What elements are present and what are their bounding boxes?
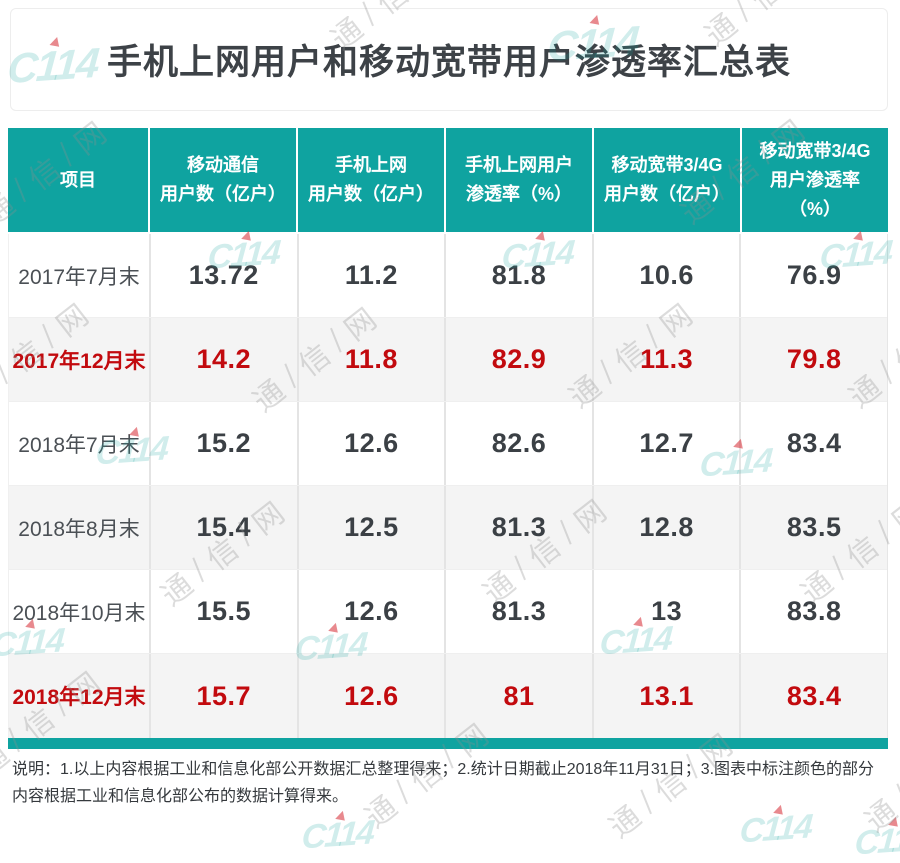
cell-value: 12.7 [594, 402, 740, 485]
logo-accent-icon [335, 810, 347, 821]
cell-value: 10.6 [594, 234, 740, 317]
cell-value: 83.5 [741, 486, 887, 569]
cell-value: 15.2 [151, 402, 297, 485]
divider-bar [8, 738, 888, 749]
row-label: 2018年7月末 [9, 402, 149, 485]
c114-logo-text: C114 [853, 820, 900, 863]
row-label: 2017年7月末 [9, 234, 149, 317]
column-header: 项目 [8, 128, 148, 232]
cell-value: 12.5 [299, 486, 445, 569]
c114-logo-text: C114 [300, 814, 374, 858]
cell-value: 14.2 [151, 318, 297, 401]
cell-value: 13 [594, 570, 740, 653]
row-label: 2018年8月末 [9, 486, 149, 569]
cell-value: 81.3 [446, 570, 592, 653]
column-header: 移动通信用户数（亿户） [150, 128, 296, 232]
cell-value: 15.5 [151, 570, 297, 653]
cell-value: 15.4 [151, 486, 297, 569]
cell-value: 11.2 [299, 234, 445, 317]
row-label: 2017年12月末 [9, 318, 149, 401]
row-label: 2018年10月末 [9, 570, 149, 653]
cell-value: 83.4 [741, 654, 887, 738]
cell-value: 81.8 [446, 234, 592, 317]
cell-value: 83.4 [741, 402, 887, 485]
cell-value: 13.72 [151, 234, 297, 317]
watermark-character: 通 [0, 363, 5, 416]
watermark-separator [0, 359, 8, 384]
c114-logo-text: C114 [738, 808, 812, 852]
cell-value: 15.7 [151, 654, 297, 738]
c114-logo-watermark: C114 [302, 816, 373, 855]
cell-value: 11.8 [299, 318, 445, 401]
cell-value: 12.8 [594, 486, 740, 569]
cell-value: 12.6 [299, 402, 445, 485]
logo-accent-icon [888, 816, 900, 827]
cell-value: 12.6 [299, 654, 445, 738]
cell-value: 12.6 [299, 570, 445, 653]
summary-table: 项目移动通信用户数（亿户）手机上网用户数（亿户）手机上网用户渗透率（%）移动宽带… [8, 128, 888, 738]
cell-value: 79.8 [741, 318, 887, 401]
c114-logo-watermark: C114 [740, 810, 811, 849]
watermark-separator [896, 783, 900, 808]
page-title: 手机上网用户和移动宽带用户渗透率汇总表 [107, 34, 791, 85]
cell-value: 76.9 [741, 234, 887, 317]
title-card: 手机上网用户和移动宽带用户渗透率汇总表 [10, 8, 888, 111]
cell-value: 11.3 [594, 318, 740, 401]
cell-value: 83.8 [741, 570, 887, 653]
column-header: 手机上网用户数（亿户） [298, 128, 444, 232]
cell-value: 82.9 [446, 318, 592, 401]
cell-value: 13.1 [594, 654, 740, 738]
cell-value: 81 [446, 654, 592, 738]
cell-value: 81.3 [446, 486, 592, 569]
cell-value: 82.6 [446, 402, 592, 485]
c114-logo-watermark: C114 [855, 822, 900, 861]
row-label: 2018年12月末 [9, 654, 149, 738]
footnote: 说明：1.以上内容根据工业和信息化部公开数据汇总整理得来；2.统计日期截止201… [12, 756, 890, 810]
column-header: 手机上网用户渗透率（%） [446, 128, 592, 232]
table-header-row: 项目移动通信用户数（亿户）手机上网用户数（亿户）手机上网用户渗透率（%）移动宽带… [8, 128, 888, 232]
